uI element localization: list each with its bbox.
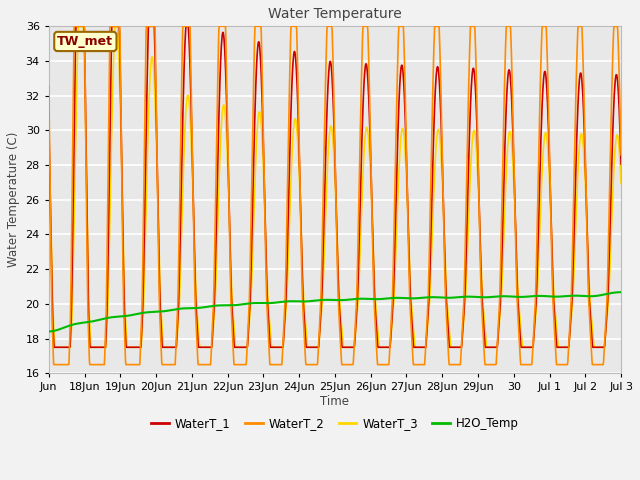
H2O_Temp — [610, 290, 618, 296]
Line: WaterT_2: WaterT_2 — [49, 26, 621, 365]
Line: WaterT_3: WaterT_3 — [49, 26, 621, 347]
Text: TW_met: TW_met — [58, 35, 113, 48]
H2O_Temp — [309, 298, 317, 304]
WaterT_2 — [310, 362, 317, 368]
H2O_Temp — [617, 289, 625, 295]
WaterT_1 — [72, 24, 80, 29]
WaterT_1 — [470, 72, 478, 78]
H2O_Temp — [470, 294, 477, 300]
H2O_Temp — [320, 297, 328, 303]
WaterT_1 — [310, 344, 317, 350]
WaterT_1 — [617, 161, 625, 167]
Y-axis label: Water Temperature (C): Water Temperature (C) — [7, 132, 20, 267]
WaterT_3 — [470, 128, 478, 134]
WaterT_2 — [135, 362, 143, 368]
WaterT_1 — [611, 91, 618, 96]
WaterT_2 — [617, 152, 625, 158]
WaterT_3 — [45, 143, 52, 148]
WaterT_3 — [617, 180, 625, 186]
WaterT_3 — [310, 344, 317, 350]
WaterT_1 — [555, 344, 563, 350]
X-axis label: Time: Time — [321, 395, 349, 408]
WaterT_1 — [45, 116, 52, 121]
WaterT_3 — [555, 344, 563, 350]
WaterT_1 — [321, 189, 328, 194]
WaterT_2 — [70, 24, 78, 29]
Legend: WaterT_1, WaterT_2, WaterT_3, H2O_Temp: WaterT_1, WaterT_2, WaterT_3, H2O_Temp — [147, 413, 523, 435]
WaterT_2 — [321, 119, 328, 125]
WaterT_3 — [135, 344, 143, 350]
H2O_Temp — [134, 311, 142, 317]
WaterT_2 — [555, 362, 563, 368]
Title: Water Temperature: Water Temperature — [268, 7, 402, 21]
WaterT_3 — [321, 239, 328, 245]
WaterT_2 — [45, 83, 52, 89]
WaterT_3 — [611, 157, 618, 163]
Line: H2O_Temp: H2O_Temp — [49, 292, 621, 332]
Line: WaterT_1: WaterT_1 — [49, 26, 621, 347]
WaterT_2 — [470, 24, 478, 29]
WaterT_2 — [611, 24, 618, 29]
H2O_Temp — [554, 294, 561, 300]
WaterT_1 — [135, 344, 143, 350]
H2O_Temp — [45, 329, 52, 335]
WaterT_3 — [75, 24, 83, 29]
WaterT_2 — [50, 362, 58, 368]
WaterT_3 — [51, 344, 59, 350]
WaterT_1 — [50, 344, 58, 350]
